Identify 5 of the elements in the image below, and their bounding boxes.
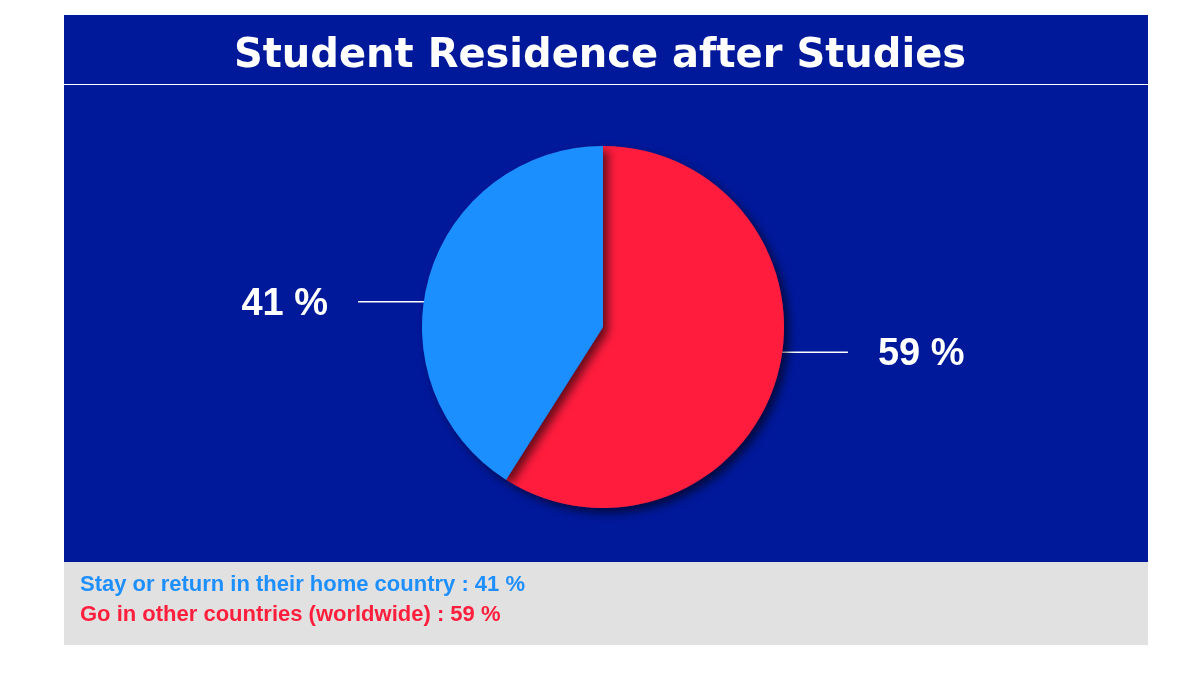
slice-label: Go in other countries (worldwide) : 59 %: [80, 600, 501, 626]
slice-label: Stay or return in their home country : 41 %: [80, 570, 525, 596]
data-label: 59 %: [877, 331, 965, 374]
chart-title: Student Residence after Studies: [233, 30, 967, 76]
data-label: 41 %: [241, 280, 329, 323]
